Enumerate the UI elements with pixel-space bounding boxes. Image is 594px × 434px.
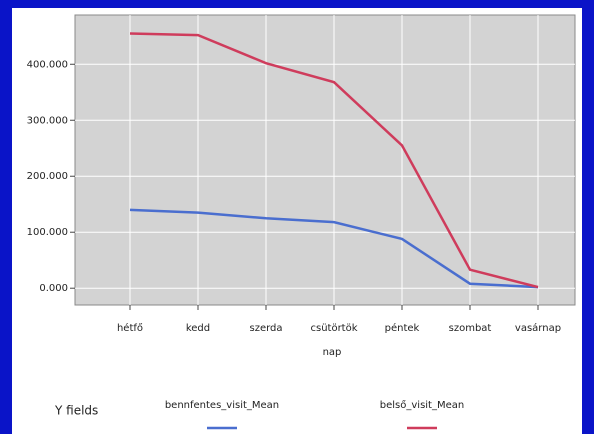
x-tick-label: kedd — [186, 323, 210, 334]
y-tick-label: 0.000 — [39, 283, 68, 294]
y-tick-label: 100.000 — [27, 227, 68, 238]
x-tick-label: csütörtök — [310, 323, 357, 334]
x-axis-title: nap — [323, 347, 342, 358]
legend-label: bennfentes_visit_Mean — [165, 400, 279, 411]
legend-title: Y fields — [54, 404, 98, 418]
x-tick-label: szombat — [449, 323, 492, 334]
y-tick-label: 400.000 — [27, 59, 68, 70]
y-tick-label: 200.000 — [27, 171, 68, 182]
plot-area — [74, 14, 576, 306]
legend-label: belső_visit_Mean — [380, 399, 464, 411]
x-tick-label: péntek — [385, 322, 420, 334]
x-tick-label: vasárnap — [515, 322, 561, 334]
x-tick-label: szerda — [249, 323, 282, 334]
x-tick-label: hétfő — [117, 322, 143, 334]
y-tick-label: 300.000 — [27, 115, 68, 126]
line-series — [129, 32, 539, 289]
line-series — [129, 208, 539, 289]
